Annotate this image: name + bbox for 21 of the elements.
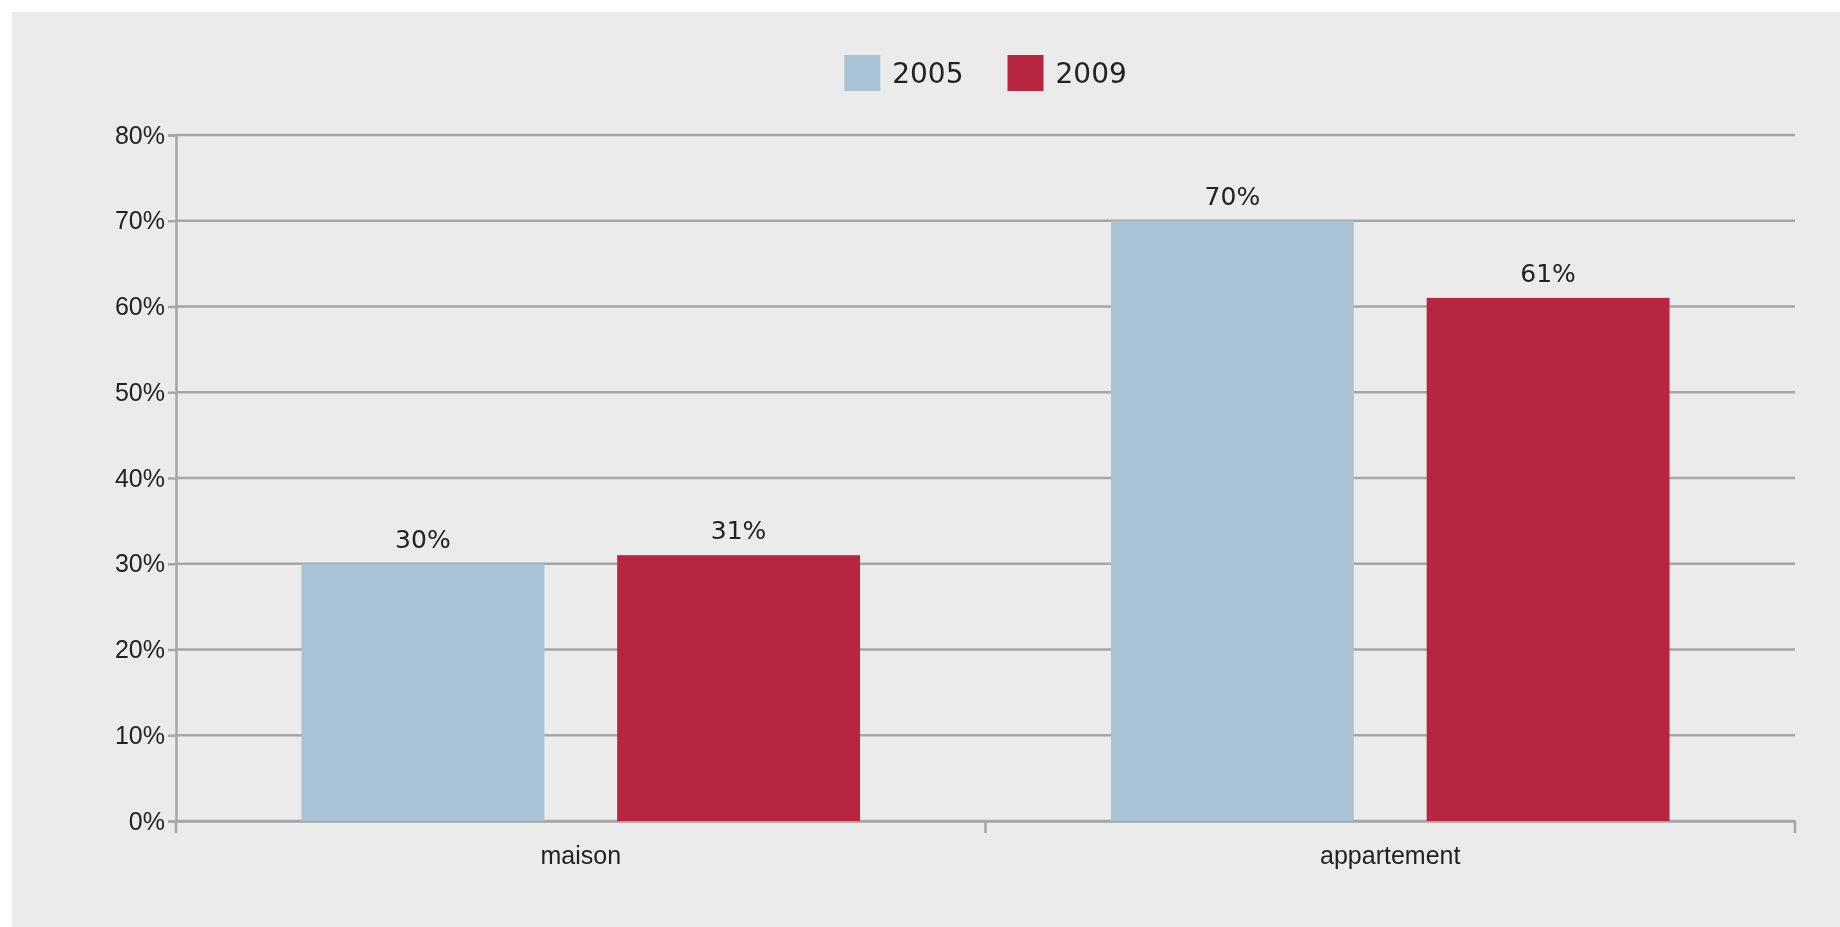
y-tick-label: 20% xyxy=(114,635,165,663)
bar xyxy=(1426,297,1670,821)
data-label: 61% xyxy=(1520,258,1576,288)
bar xyxy=(1110,220,1354,821)
y-tick-label: 70% xyxy=(114,206,165,235)
bar xyxy=(301,563,545,821)
data-label: 70% xyxy=(1204,181,1261,211)
y-tick-label: 0% xyxy=(128,806,165,835)
y-tick-label: 40% xyxy=(114,463,165,492)
legend-label: 2005 xyxy=(892,57,964,90)
x-tick-label: maison xyxy=(540,841,622,869)
legend-label: 2009 xyxy=(1055,57,1127,90)
y-tick-label: 60% xyxy=(114,292,165,320)
data-label: 31% xyxy=(710,516,767,546)
x-tick-label: appartement xyxy=(1320,841,1461,869)
data-label: 30% xyxy=(395,524,451,554)
y-tick-label: 80% xyxy=(114,120,165,149)
y-tick-label: 10% xyxy=(114,720,165,749)
bar xyxy=(617,555,861,821)
y-tick-label: 30% xyxy=(114,549,165,578)
y-tick-label: 50% xyxy=(114,377,165,406)
